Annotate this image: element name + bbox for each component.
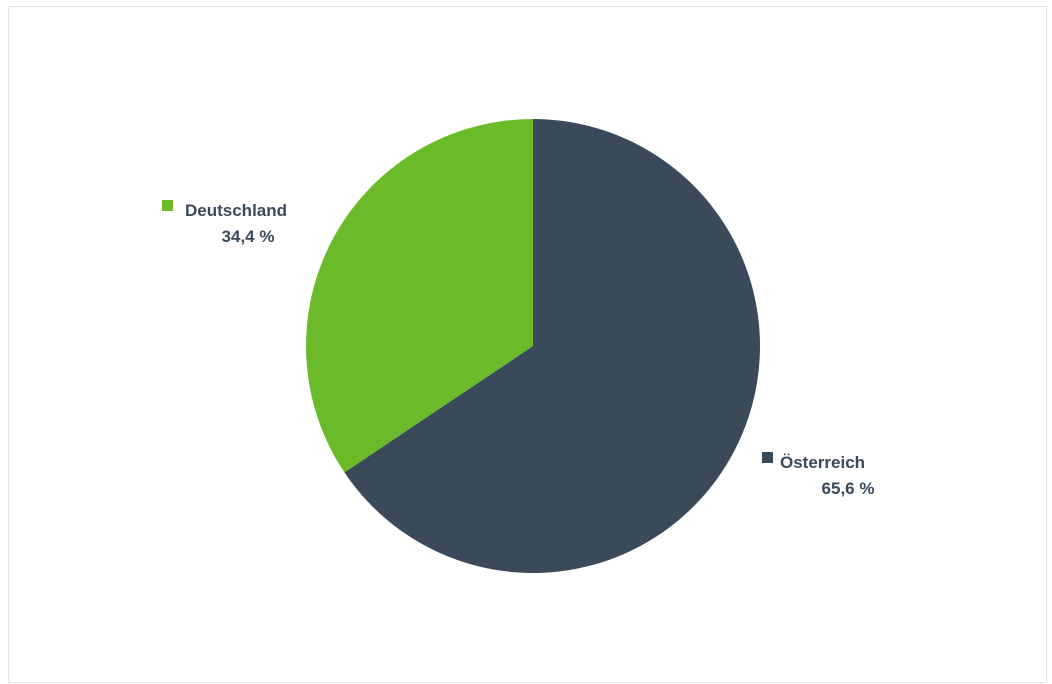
slice-value-label: 34,4 % <box>222 227 275 246</box>
slice-value-label: 65,6 % <box>822 479 875 498</box>
slice-name-label: Österreich <box>780 453 865 472</box>
pie-slice-deutschland <box>305 119 533 473</box>
pie-slices <box>305 119 760 573</box>
pie-labels: Österreich 65,6 % Deutschland 34,4 % <box>162 200 874 498</box>
slice-name-label: Deutschland <box>185 201 287 220</box>
pie-slice--sterreich <box>344 119 760 573</box>
legend-swatch <box>162 200 173 211</box>
legend-swatch <box>762 452 773 463</box>
